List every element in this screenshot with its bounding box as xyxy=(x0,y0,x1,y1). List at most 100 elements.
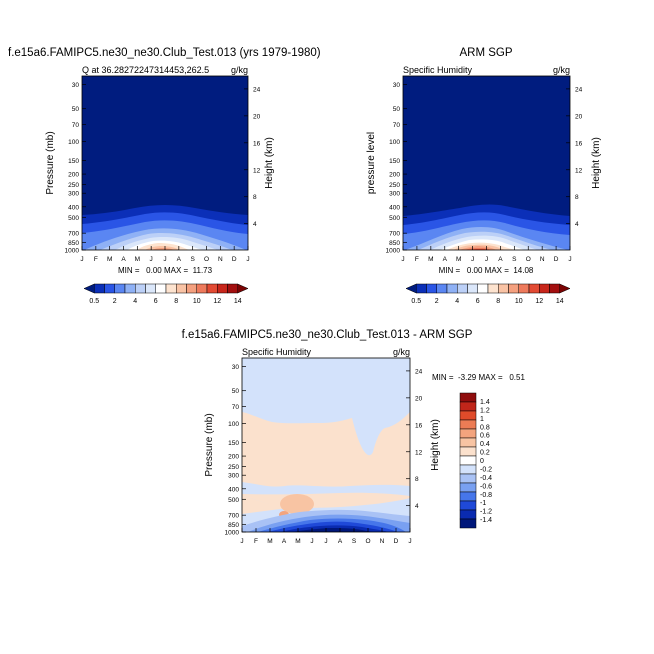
model-height-axis: 24 20 16 12 8 4 xyxy=(244,86,261,228)
diff-x-tick-label: J xyxy=(324,538,327,545)
obs-y-tick-label: 50 xyxy=(393,106,401,113)
colorbar-swatch xyxy=(227,283,238,294)
colorbar-label: 4 xyxy=(455,298,459,305)
model-y-tick-label: 300 xyxy=(68,191,79,198)
diff-panel: f.e15a6.FAMIPC5.ne30_ne30.Club_Test.013 … xyxy=(182,329,526,545)
model-field-label: Q at 36.28272247314453,262.5 xyxy=(82,65,209,75)
obs-plot-area xyxy=(403,76,570,250)
diff-y-tick-label: 100 xyxy=(228,421,239,428)
diff-colorbar-label: 1.2 xyxy=(480,407,490,414)
colorbar-swatch xyxy=(114,283,126,294)
diff-colorbar-swatch xyxy=(459,518,477,529)
colorbar-swatch xyxy=(528,283,540,294)
obs-units: g/kg xyxy=(553,65,570,75)
diff-positive-region-upper xyxy=(242,412,410,509)
diff-positive-lower xyxy=(242,496,288,514)
obs-x-tick-label: D xyxy=(554,256,559,263)
diff-colorbar-label: 0.6 xyxy=(480,433,490,440)
diff-y-tick-label: 50 xyxy=(232,388,240,395)
model-panel: f.e15a6.FAMIPC5.ne30_ne30.Club_Test.013 … xyxy=(8,47,321,275)
colorbar-label: 10 xyxy=(515,298,523,305)
diff-colorbar-label: -0.6 xyxy=(480,483,492,490)
colorbar-label: 8 xyxy=(174,298,178,305)
diff-colorbar-swatch xyxy=(459,455,477,466)
colorbar-swatch xyxy=(145,283,156,294)
diff-colorbar-swatch xyxy=(459,410,477,421)
colorbar-swatch xyxy=(155,283,167,294)
model-height-tick-label: 20 xyxy=(253,113,261,120)
diff-colorbar-swatch xyxy=(459,419,477,430)
obs-field-label: Specific Humidity xyxy=(403,65,473,75)
model-y-tick-label: 250 xyxy=(68,182,79,189)
diff-x-tick-label: N xyxy=(380,538,385,545)
colorbar-swatch xyxy=(416,283,427,294)
obs-y-tick-label: 250 xyxy=(389,182,400,189)
diff-colorbar-label: 0.2 xyxy=(480,450,490,457)
diff-positive-blob xyxy=(280,494,314,514)
colorbar-swatch xyxy=(559,283,571,294)
colorbar-label: 6 xyxy=(154,298,158,305)
model-stats: MIN = 0.00 MAX = 11.73 xyxy=(118,266,213,275)
obs-y-tick-label: 30 xyxy=(393,82,401,89)
diff-height-tick-label: 12 xyxy=(415,449,423,456)
model-y-tick-label: 70 xyxy=(72,122,80,129)
diff-plot-area xyxy=(242,358,410,532)
model-height-tick-label: 24 xyxy=(253,86,261,93)
obs-title: ARM SGP xyxy=(459,47,512,59)
diff-units: g/kg xyxy=(393,347,410,357)
colorbar-label: 6 xyxy=(476,298,480,305)
model-y-tick-label: 850 xyxy=(68,240,79,247)
colorbar-swatch xyxy=(94,283,105,294)
diff-x-tick-label: F xyxy=(254,538,258,545)
model-y-tick-label: 30 xyxy=(72,82,80,89)
diff-y-label: Pressure (mb) xyxy=(204,413,215,476)
diff-y-tick-label: 30 xyxy=(232,364,240,371)
obs-x-tick-label: M xyxy=(428,256,433,263)
colorbar-swatch xyxy=(217,283,228,294)
diff-x-tick-label: A xyxy=(338,538,343,545)
diff-x-tick-label: J xyxy=(240,538,243,545)
diff-height-tick-label: 4 xyxy=(415,503,419,510)
obs-height-tick-label: 24 xyxy=(575,86,583,93)
abs-colorbar-model: 0.5 2 4 6 8 10 12 14 xyxy=(83,283,249,305)
diff-colorbar-label: 1.4 xyxy=(480,399,490,406)
diff-y-tick-label: 500 xyxy=(228,497,239,504)
model-y-tick-label: 500 xyxy=(68,215,79,222)
colorbar-swatch xyxy=(426,283,437,294)
colorbar-label: 12 xyxy=(213,298,221,305)
colorbar-swatch xyxy=(104,283,115,294)
model-level-10 xyxy=(152,248,174,250)
colorbar-swatch xyxy=(124,283,136,294)
obs-x-tick-label: O xyxy=(526,256,531,263)
diff-colorbar-label: -1.2 xyxy=(480,509,492,516)
diff-colorbar-label: -0.2 xyxy=(480,466,492,473)
diff-title: f.e15a6.FAMIPC5.ne30_ne30.Club_Test.013 … xyxy=(182,329,473,341)
diff-x-tick-label: O xyxy=(365,538,370,545)
diff-y-tick-label: 150 xyxy=(228,440,239,447)
obs-height-tick-label: 16 xyxy=(575,140,583,147)
obs-y-tick-label: 700 xyxy=(389,231,400,238)
diff-y-tick-label: 400 xyxy=(228,486,239,493)
obs-height-tick-label: 4 xyxy=(575,221,579,228)
colorbar-swatch xyxy=(498,283,509,294)
diff-colorbar-swatch xyxy=(459,464,477,475)
colorbar-swatch xyxy=(206,283,218,294)
diff-colorbar-swatch xyxy=(459,446,477,457)
model-x-tick-label: J xyxy=(246,256,249,263)
colorbar-swatch xyxy=(176,283,187,294)
model-x-tick-label: S xyxy=(190,256,195,263)
diff-height-tick-label: 24 xyxy=(415,368,423,375)
diff-height-tick-label: 8 xyxy=(415,476,419,483)
colorbar-swatch xyxy=(457,283,468,294)
diff-colorbar-label: -1.4 xyxy=(480,517,492,524)
model-y-tick-label: 1000 xyxy=(65,248,80,255)
colorbar-swatch xyxy=(196,283,208,294)
colorbar-swatch xyxy=(477,283,489,294)
model-x-tick-label: A xyxy=(177,256,182,263)
colorbar-swatch xyxy=(467,283,478,294)
obs-x-tick-label: J xyxy=(471,256,474,263)
